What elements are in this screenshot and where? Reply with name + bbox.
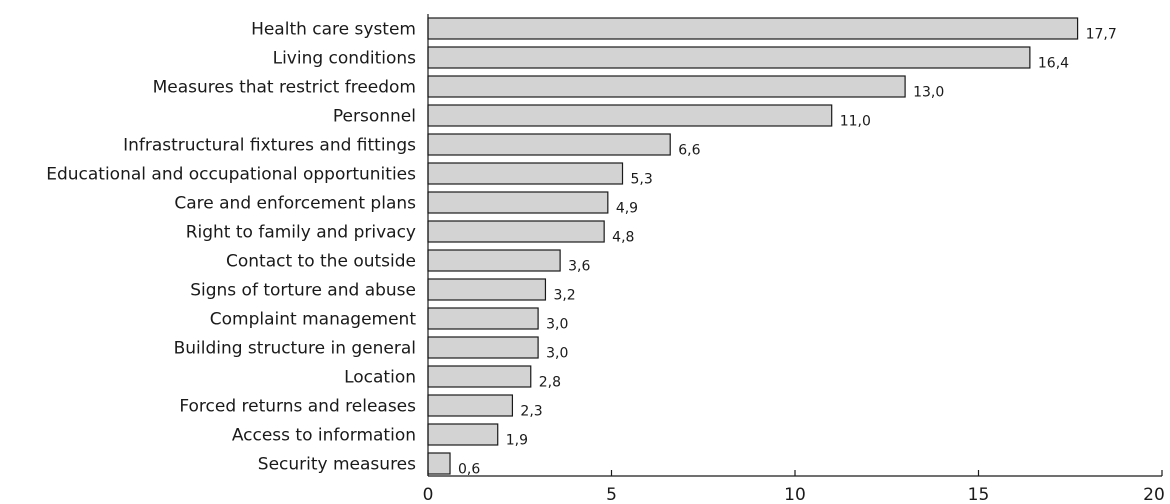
bar-9 [427,278,547,301]
bar-2 [427,75,906,98]
category-label-9: Signs of torture and abuse [190,281,416,301]
category-label-11: Building structure in general [174,339,416,359]
bar-4 [427,133,671,156]
category-label-6: Care and enforcement plans [174,194,416,214]
value-label-15: 0,6 [458,462,480,478]
value-label-13: 2,3 [520,404,542,420]
value-label-4: 6,6 [678,143,700,159]
value-label-1: 16,4 [1038,56,1069,72]
value-label-6: 4,9 [616,201,638,217]
x-tick-label-2: 10 [784,485,806,504]
axes: 0 5 10 15 20 [423,14,1165,504]
x-tick-label-1: 5 [606,485,617,504]
category-label-8: Contact to the outside [226,252,416,272]
category-label-3: Personnel [333,107,416,127]
bar-8 [427,249,561,272]
bar-13 [427,394,514,417]
category-label-15: Security measures [258,455,416,475]
value-label-14: 1,9 [506,433,528,449]
category-label-4: Infrastructural fixtures and fittings [123,136,416,156]
bar-0 [427,17,1079,40]
category-labels: Health care system Living conditions Measu… [46,20,416,475]
category-label-13: Forced returns and releases [179,397,416,417]
bar-6 [427,191,609,214]
value-label-0: 17,7 [1086,27,1117,43]
bar-12 [427,365,532,388]
bar-1 [427,46,1031,69]
value-labels: 17,7 16,4 13,0 11,0 6,6 5,3 4,9 4,8 3,6 3,2 3,0 3,0… [458,27,1117,478]
category-label-10: Complaint management [210,310,417,330]
x-tick-label-4: 20 [1143,485,1165,504]
value-label-11: 3,0 [546,346,568,362]
x-tick-label-3: 15 [968,485,990,504]
bar-10 [427,307,539,330]
x-tick-label-0: 0 [423,485,434,504]
value-label-12: 2,8 [539,375,561,391]
category-label-12: Location [344,368,416,388]
category-label-5: Educational and occupational opportuniti… [46,165,416,185]
value-label-8: 3,6 [568,259,590,275]
bar-11 [427,336,539,359]
bar-7 [427,220,605,243]
value-label-10: 3,0 [546,317,568,333]
value-label-5: 5,3 [631,172,653,188]
category-label-14: Access to information [232,426,416,446]
value-label-3: 11,0 [840,114,871,130]
category-label-0: Health care system [251,20,416,40]
category-label-7: Right to family and privacy [186,223,416,243]
value-label-2: 13,0 [913,85,944,101]
value-label-7: 4,8 [612,230,634,246]
value-label-9: 3,2 [553,288,575,304]
category-label-1: Living conditions [273,49,417,69]
category-label-2: Measures that restrict freedom [153,78,416,98]
bar-3 [427,104,833,127]
bar-14 [427,423,499,446]
bar-5 [427,162,624,185]
bar-15 [427,452,451,475]
